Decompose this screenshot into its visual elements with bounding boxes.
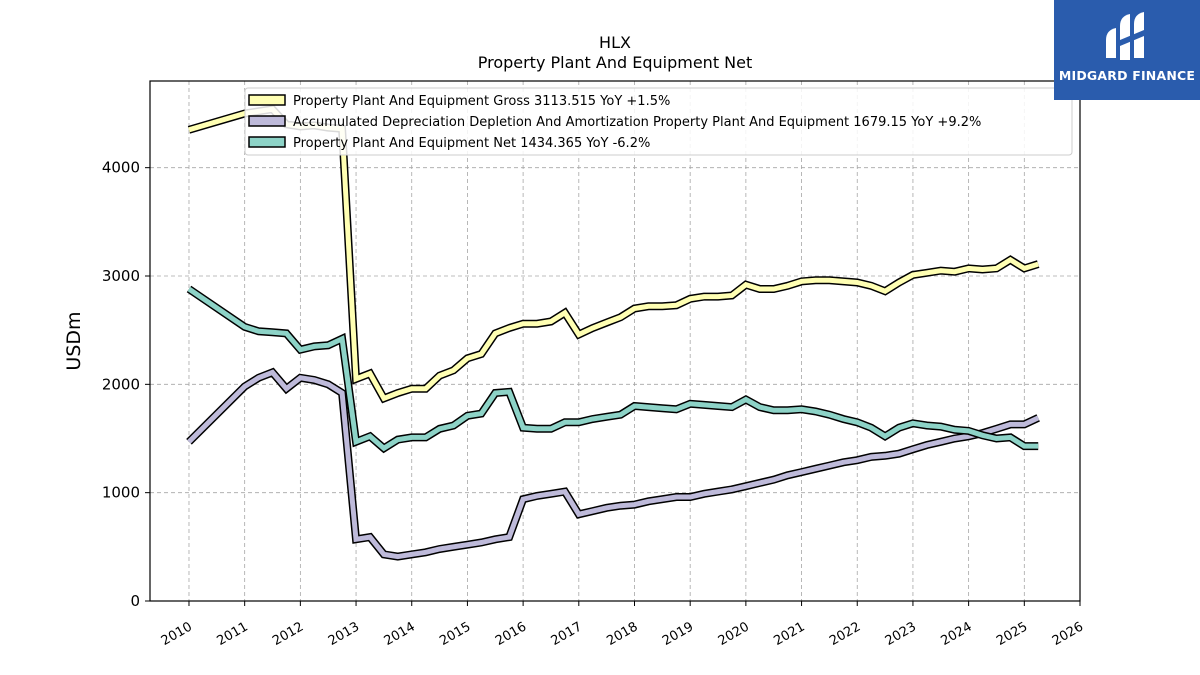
legend-label: Property Plant And Equipment Gross 3113.…: [293, 94, 670, 109]
brand-mark-icon: [1106, 12, 1144, 60]
x-tick-label: 2011: [215, 619, 251, 649]
legend-swatch: [248, 94, 286, 106]
y-tick-label: 3000: [102, 267, 140, 285]
series-2-outline: [186, 367, 1040, 561]
brand-name: MIDGARD FINANCE: [1058, 68, 1196, 83]
x-tick-label: 2017: [549, 619, 585, 649]
series-1-line: [188, 106, 1039, 402]
legend-label: Accumulated Depreciation Depletion And A…: [293, 115, 981, 130]
x-tick-label: 2024: [938, 619, 974, 649]
legend: Property Plant And Equipment Gross 3113.…: [244, 87, 1073, 156]
x-tick-label: 2015: [437, 619, 473, 649]
series-3-line: [187, 286, 1039, 452]
legend-swatch: [248, 136, 286, 148]
x-tick-label: 2023: [883, 619, 919, 649]
x-tick-label: 2010: [159, 619, 195, 649]
chart-title: HLX: [599, 33, 631, 52]
x-tick-label: 2012: [270, 619, 306, 649]
x-tick-label: 2018: [604, 619, 640, 649]
chart-subtitle: Property Plant And Equipment Net: [478, 53, 753, 72]
legend-swatch: [248, 115, 286, 127]
legend-box: [244, 87, 1073, 156]
x-tick-label: 2025: [994, 619, 1030, 649]
y-tick-label: 2000: [102, 375, 140, 393]
x-tick-label: 2016: [493, 619, 529, 649]
y-tick-label: 4000: [102, 159, 140, 177]
axis-ticks: 2010 2011 2012 2013 2014 2015 2016 2017 2018 2019…: [102, 159, 1086, 649]
brand-logo: MIDGARD FINANCE: [1054, 0, 1200, 100]
x-tick-label: 2021: [771, 619, 807, 649]
y-tick-label: 1000: [102, 484, 140, 502]
y-axis-label: USDm: [63, 311, 85, 370]
series-lines: [186, 104, 1040, 561]
series-2-line: [187, 369, 1040, 560]
y-tick-label: 0: [130, 592, 140, 610]
x-tick-label: 2013: [326, 619, 362, 649]
x-tick-label: 2014: [382, 619, 418, 649]
x-tick-label: 2026: [1050, 619, 1086, 649]
plot-frame: [149, 80, 1081, 602]
x-tick-label: 2022: [827, 619, 863, 649]
x-tick-label: 2019: [660, 619, 696, 649]
x-tick-label: 2020: [716, 619, 752, 649]
legend-label: Property Plant And Equipment Net 1434.36…: [293, 136, 650, 151]
